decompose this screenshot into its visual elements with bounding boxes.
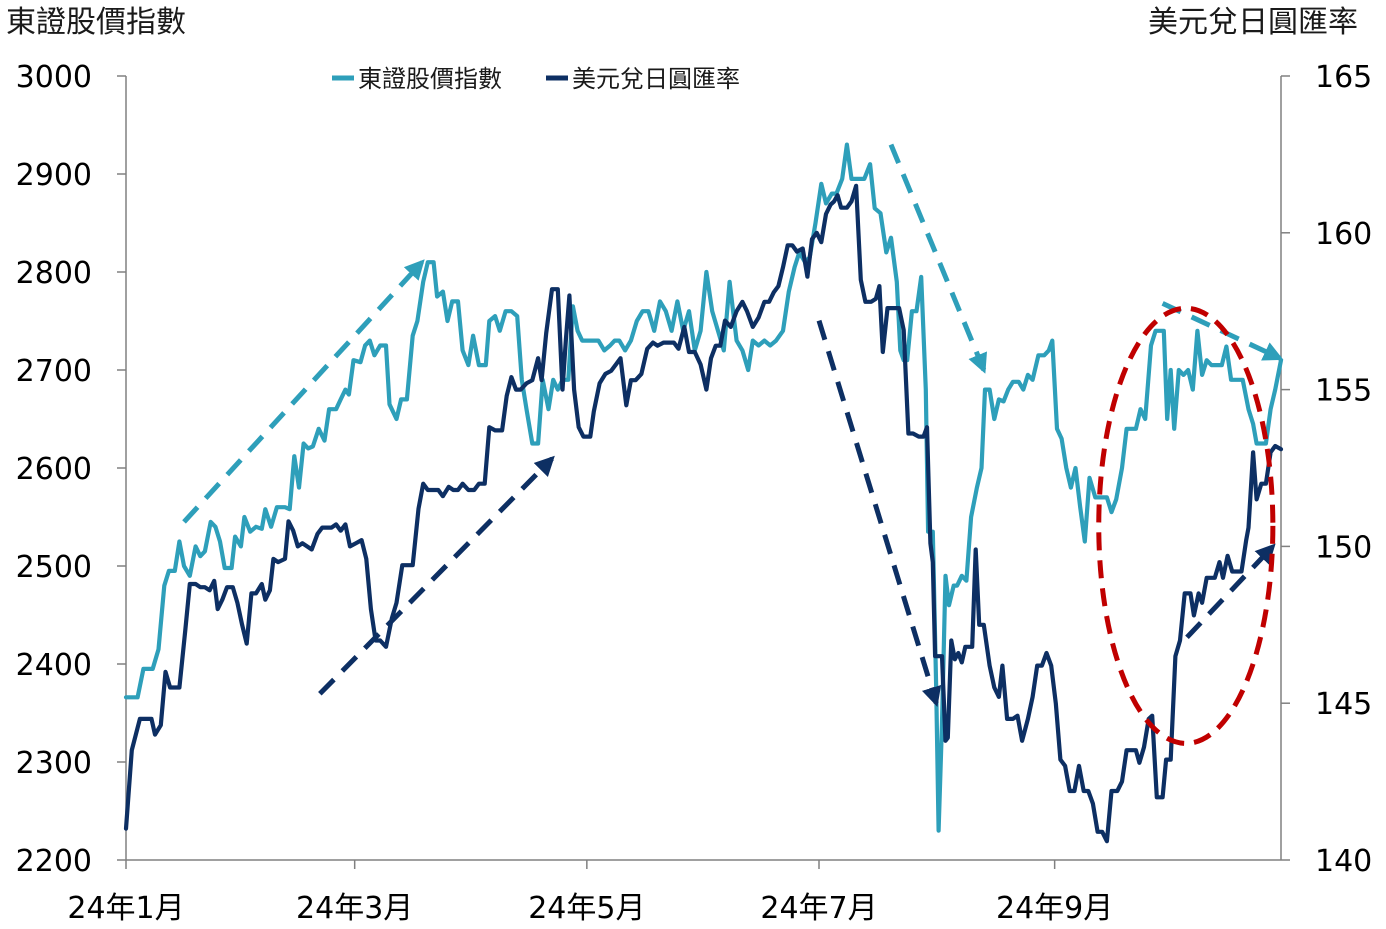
left-axis-title: 東證股價指數 bbox=[6, 5, 186, 40]
trend-arrow-topix bbox=[888, 143, 987, 374]
right-tick-label: 145 bbox=[1315, 687, 1372, 722]
highlight-ellipse bbox=[1096, 305, 1276, 746]
x-tick-label: 24年5月 bbox=[528, 891, 645, 926]
legend: 東證股價指數 美元兌日圓匯率 bbox=[332, 65, 740, 93]
trend-arrow-usdjpy bbox=[1185, 543, 1276, 640]
right-tick-label: 160 bbox=[1315, 217, 1372, 252]
left-y-axis: 2200 2300 2400 2500 2600 2700 2800 2900 3000 bbox=[16, 60, 127, 879]
right-tick-label: 155 bbox=[1315, 374, 1372, 409]
right-axis-title: 美元兌日圓匯率 bbox=[1148, 5, 1358, 40]
x-tick-label: 24年3月 bbox=[296, 891, 413, 926]
right-tick-label: 150 bbox=[1315, 530, 1372, 565]
right-y-axis: 140 145 150 155 160 165 bbox=[1280, 60, 1372, 879]
trend-arrow-usdjpy bbox=[318, 455, 555, 696]
left-tick-label: 2500 bbox=[16, 550, 92, 585]
left-tick-label: 2900 bbox=[16, 158, 92, 193]
left-tick-label: 2300 bbox=[16, 746, 92, 781]
left-tick-label: 2800 bbox=[16, 256, 92, 291]
legend-label-topix: 東證股價指數 bbox=[358, 65, 502, 93]
trend-arrow-topix bbox=[182, 259, 425, 524]
x-tick-label: 24年7月 bbox=[760, 891, 877, 926]
left-tick-label: 2700 bbox=[16, 354, 92, 389]
trend-arrow-usdjpy bbox=[816, 319, 942, 708]
x-axis: 24年1月 24年3月 24年5月 24年7月 24年9月 bbox=[67, 859, 1281, 926]
legend-label-usdjpy: 美元兌日圓匯率 bbox=[572, 65, 740, 93]
right-tick-label: 140 bbox=[1315, 844, 1372, 879]
annotation-layer bbox=[182, 143, 1284, 746]
x-tick-label: 24年9月 bbox=[996, 891, 1113, 926]
series-topix-line bbox=[123, 142, 1284, 833]
left-tick-label: 3000 bbox=[16, 60, 92, 95]
right-tick-label: 165 bbox=[1315, 60, 1372, 95]
series-usdjpy-line bbox=[123, 183, 1284, 844]
left-tick-label: 2400 bbox=[16, 648, 92, 683]
left-tick-label: 2600 bbox=[16, 452, 92, 487]
x-tick-label: 24年1月 bbox=[67, 891, 184, 926]
left-tick-label: 2200 bbox=[16, 844, 92, 879]
series-layer bbox=[123, 142, 1284, 844]
